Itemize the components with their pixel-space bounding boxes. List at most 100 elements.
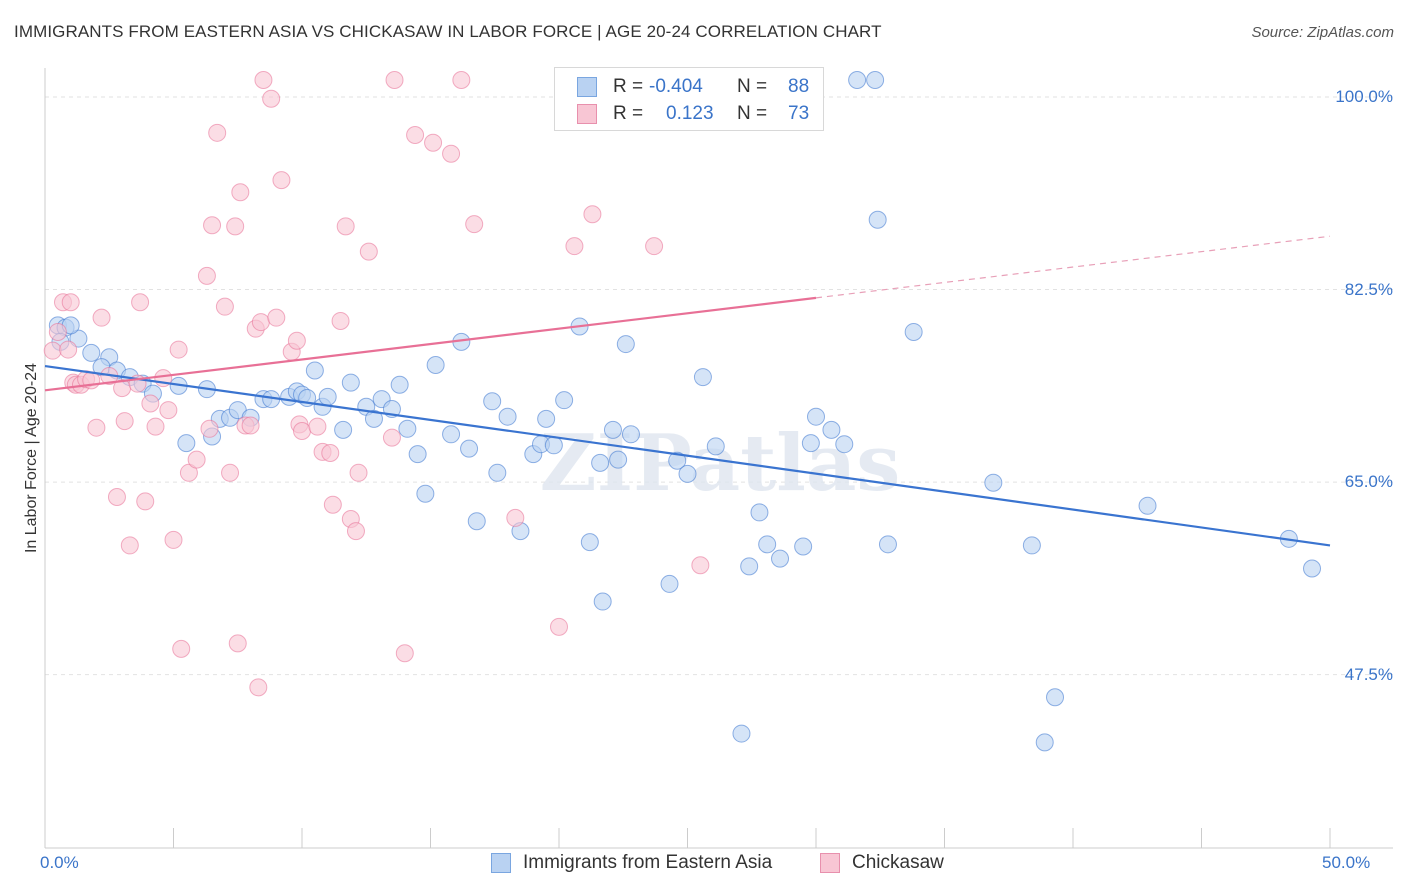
point-eastern-asia-36 xyxy=(416,484,435,503)
y-tick-label-1: 65.0% xyxy=(1344,472,1393,492)
point-chickasaw-68 xyxy=(465,215,484,234)
eastern-asia-swatch xyxy=(577,77,597,97)
point-chickasaw-44 xyxy=(262,89,281,108)
y-tick-label-3: 100.0% xyxy=(1335,87,1393,106)
point-chickasaw-73 xyxy=(645,237,664,256)
point-eastern-asia-55 xyxy=(603,420,622,439)
point-chickasaw-67 xyxy=(452,71,471,89)
point-eastern-asia-53 xyxy=(591,453,610,472)
point-chickasaw-42 xyxy=(251,313,270,332)
eastern-asia-legend-swatch xyxy=(491,853,511,873)
point-chickasaw-70 xyxy=(550,617,568,636)
point-eastern-asia-56 xyxy=(609,450,628,469)
point-chickasaw-33 xyxy=(215,297,234,316)
point-eastern-asia-79 xyxy=(984,473,1003,492)
point-eastern-asia-64 xyxy=(732,724,751,743)
point-chickasaw-48 xyxy=(287,331,306,350)
point-eastern-asia-48 xyxy=(537,409,556,428)
point-chickasaw-32 xyxy=(208,123,227,142)
point-eastern-asia-85 xyxy=(1303,559,1322,578)
point-chickasaw-59 xyxy=(349,463,368,482)
point-eastern-asia-80 xyxy=(1022,536,1041,555)
point-chickasaw-24 xyxy=(164,530,183,549)
point-chickasaw-20 xyxy=(141,394,160,413)
point-eastern-asia-50 xyxy=(555,391,574,410)
x-tick-label-min: 0.0% xyxy=(40,853,79,872)
point-chickasaw-25 xyxy=(169,340,188,359)
point-chickasaw-66 xyxy=(442,144,461,163)
point-chickasaw-3 xyxy=(59,340,78,359)
point-eastern-asia-65 xyxy=(740,557,759,576)
point-eastern-asia-69 xyxy=(794,537,813,556)
point-chickasaw-69 xyxy=(506,508,525,527)
point-chickasaw-35 xyxy=(226,217,245,236)
y-tick-label-2: 82.5% xyxy=(1344,279,1393,299)
point-chickasaw-29 xyxy=(200,419,219,438)
point-eastern-asia-11 xyxy=(177,434,196,453)
x-tick-label-max: 50.0% xyxy=(1322,853,1371,872)
n-value-eastern-asia: 88 xyxy=(788,76,810,97)
point-eastern-asia-75 xyxy=(866,71,885,89)
legend-item-eastern-asia[interactable]: Immigrants from Eastern Asia xyxy=(491,852,791,876)
stats-legend-row-chickasaw: R = 0.123 N = 73 xyxy=(577,103,817,127)
point-chickasaw-50 xyxy=(293,421,311,440)
point-eastern-asia-78 xyxy=(904,322,923,341)
point-chickasaw-60 xyxy=(359,242,378,261)
point-eastern-asia-24 xyxy=(305,361,324,380)
point-eastern-asia-37 xyxy=(426,355,445,374)
legend-item-chickasaw[interactable]: Chickasaw xyxy=(820,852,960,876)
point-chickasaw-51 xyxy=(308,417,327,436)
n-label: N = xyxy=(737,103,768,124)
point-eastern-asia-40 xyxy=(460,439,479,458)
point-eastern-asia-62 xyxy=(693,368,712,387)
point-chickasaw-19 xyxy=(136,492,155,511)
trendline-chickasaw-extension xyxy=(815,235,1331,299)
r-label: R = xyxy=(613,103,644,124)
point-chickasaw-36 xyxy=(228,634,247,653)
point-eastern-asia-43 xyxy=(488,463,507,482)
point-chickasaw-43 xyxy=(254,71,273,89)
point-eastern-asia-38 xyxy=(442,425,461,444)
point-eastern-asia-74 xyxy=(848,71,867,89)
point-chickasaw-39 xyxy=(241,416,260,435)
point-chickasaw-58 xyxy=(346,522,365,541)
point-eastern-asia-34 xyxy=(398,419,417,438)
point-chickasaw-21 xyxy=(146,417,165,436)
point-eastern-asia-27 xyxy=(334,420,353,439)
point-eastern-asia-77 xyxy=(878,535,897,554)
point-chickasaw-10 xyxy=(87,418,106,437)
point-eastern-asia-26 xyxy=(318,387,337,406)
point-eastern-asia-42 xyxy=(483,392,502,411)
point-eastern-asia-67 xyxy=(758,535,777,554)
stats-legend-row-eastern-asia: R = -0.404 N = 88 xyxy=(577,76,817,100)
point-chickasaw-72 xyxy=(583,205,602,224)
point-eastern-asia-73 xyxy=(835,435,854,454)
trendline-chickasaw xyxy=(44,296,817,392)
point-chickasaw-71 xyxy=(565,237,584,256)
chart-source: Source: ZipAtlas.com xyxy=(1251,24,1394,41)
r-value-eastern-asia: -0.404 xyxy=(649,76,703,97)
stats-legend: R = -0.404 N = 88 R = 0.123 N = 73 xyxy=(554,67,824,131)
point-eastern-asia-60 xyxy=(668,451,687,470)
point-chickasaw-64 xyxy=(406,126,425,145)
point-eastern-asia-70 xyxy=(801,434,820,453)
point-chickasaw-31 xyxy=(203,216,222,235)
point-chickasaw-54 xyxy=(323,495,342,514)
chickasaw-legend-label: Chickasaw xyxy=(852,852,944,873)
point-chickasaw-0 xyxy=(43,341,62,360)
point-eastern-asia-68 xyxy=(771,549,790,568)
point-chickasaw-13 xyxy=(107,488,126,507)
point-eastern-asia-82 xyxy=(1046,688,1065,707)
point-eastern-asia-49 xyxy=(544,436,563,455)
point-chickasaw-34 xyxy=(221,463,240,482)
point-chickasaw-27 xyxy=(179,463,198,482)
r-label: R = xyxy=(613,76,644,97)
chickasaw-swatch xyxy=(577,104,597,124)
point-eastern-asia-35 xyxy=(408,445,427,464)
trendline-eastern-asia xyxy=(44,364,1331,547)
point-chickasaw-37 xyxy=(231,183,250,202)
point-chickasaw-55 xyxy=(331,311,350,330)
point-eastern-asia-52 xyxy=(580,533,599,552)
point-eastern-asia-2 xyxy=(69,329,88,348)
